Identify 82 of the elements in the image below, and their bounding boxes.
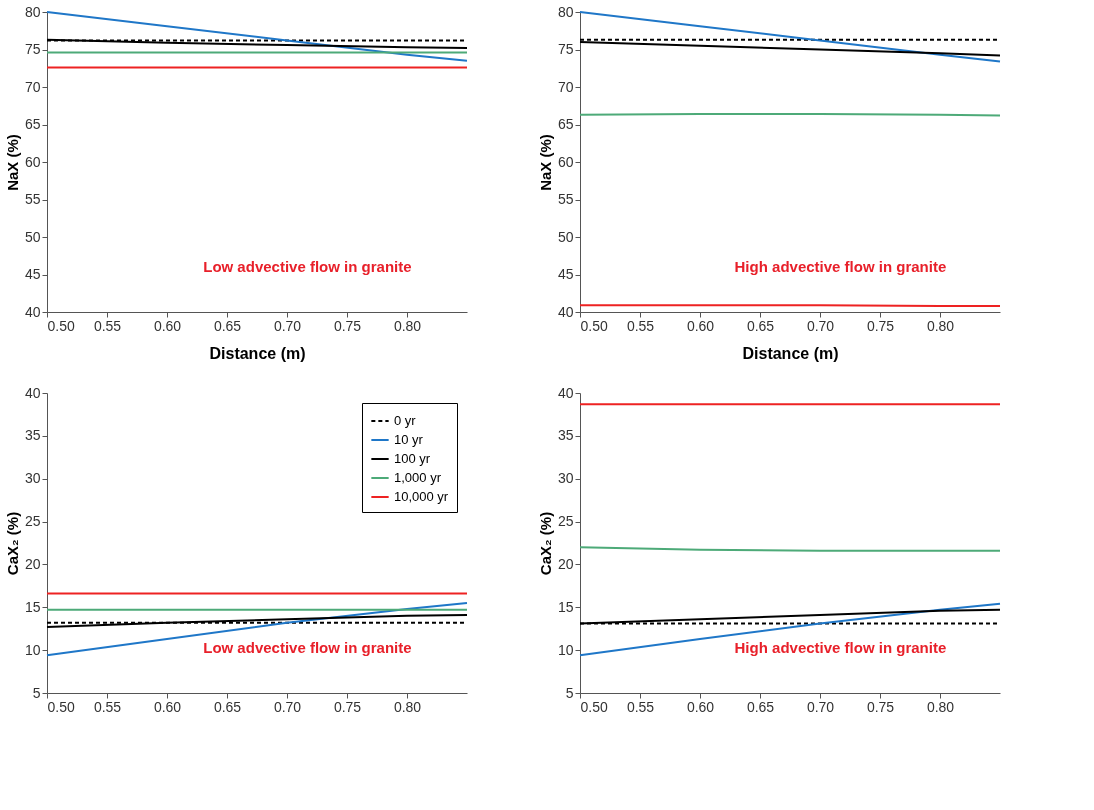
x-tick-label: 0.70	[806, 317, 835, 334]
y-tick-label: 40	[557, 303, 574, 320]
x-tick-label: 0.60	[686, 317, 715, 334]
x-axis-title: Distance (m)	[742, 344, 839, 362]
y-axis-title: CaX₂ (%)	[536, 511, 554, 576]
y-tick-label: 70	[24, 78, 41, 95]
legend-label: 10 yr	[394, 432, 424, 447]
y-tick-label: 35	[557, 427, 574, 444]
x-tick-label: 0.55	[626, 317, 655, 334]
y-axis-title: NaX (%)	[3, 134, 21, 191]
annotation: Low advective flow in granite	[203, 639, 412, 656]
y-axis-title: NaX (%)	[536, 134, 554, 191]
y-tick-label: 60	[24, 153, 41, 170]
y-tick-label: 45	[557, 266, 574, 282]
x-tick-label: 0.55	[93, 317, 122, 334]
x-tick-label: 0.75	[866, 698, 895, 715]
x-tick-label: 0.80	[393, 698, 422, 715]
x-tick-label: 0.55	[626, 698, 655, 715]
x-tick-label: 0.80	[926, 698, 955, 715]
x-tick-label: 0.50	[580, 317, 608, 334]
x-tick-label: 0.70	[806, 698, 835, 715]
legend-label: 100 yr	[394, 451, 431, 466]
y-tick-label: 25	[24, 513, 41, 530]
y-tick-label: 75	[557, 41, 574, 57]
y-axis-title: CaX₂ (%)	[3, 511, 21, 576]
legend-label: 10,000 yr	[394, 489, 449, 504]
x-tick-label: 0.60	[153, 317, 182, 334]
y-tick-label: 55	[24, 191, 41, 207]
x-tick-label: 0.60	[686, 698, 715, 715]
x-tick-label: 0.75	[866, 317, 895, 334]
x-tick-label: 0.50	[580, 698, 608, 715]
y-tick-label: 15	[24, 598, 41, 615]
line-series	[46, 602, 468, 657]
x-tick-label: 0.50	[47, 698, 75, 715]
x-tick-label: 0.50	[47, 317, 75, 334]
y-tick-label: 25	[557, 513, 574, 530]
line-series	[579, 11, 1001, 63]
y-tick-label: 40	[24, 303, 41, 320]
x-tick-label: 0.80	[393, 317, 422, 334]
legend-label: 0 yr	[394, 413, 417, 428]
y-tick-label: 40	[557, 384, 574, 401]
y-tick-label: 10	[557, 641, 574, 658]
x-tick-label: 0.65	[746, 317, 775, 334]
x-tick-label: 0.55	[93, 698, 122, 715]
x-tick-label: 0.60	[153, 698, 182, 715]
x-axis-title: Distance (m)	[209, 344, 306, 362]
x-tick-label: 0.65	[746, 698, 775, 715]
y-tick-label: 75	[24, 41, 41, 57]
y-tick-label: 80	[24, 3, 41, 20]
y-tick-label: 65	[24, 116, 41, 132]
y-tick-label: 60	[557, 153, 574, 170]
y-tick-label: 65	[557, 116, 574, 132]
x-tick-label: 0.65	[213, 698, 242, 715]
y-tick-label: 50	[557, 228, 574, 245]
annotation: High advective flow in granite	[734, 639, 947, 656]
line-series	[46, 614, 468, 628]
x-tick-label: 0.70	[273, 698, 302, 715]
y-tick-label: 40	[24, 384, 41, 401]
line-series	[46, 11, 468, 62]
x-tick-label: 0.65	[213, 317, 242, 334]
y-tick-label: 10	[24, 641, 41, 658]
annotation: High advective flow in granite	[734, 258, 947, 275]
y-tick-label: 30	[557, 470, 574, 487]
y-tick-label: 35	[24, 427, 41, 444]
y-tick-label: 55	[557, 191, 574, 207]
y-tick-label: 80	[557, 3, 574, 20]
y-tick-label: 20	[24, 555, 41, 572]
y-tick-label: 50	[24, 228, 41, 245]
legend-label: 1,000 yr	[394, 470, 442, 485]
x-tick-label: 0.75	[333, 698, 362, 715]
x-tick-label: 0.70	[273, 317, 302, 334]
y-tick-label: 5	[32, 684, 41, 701]
y-tick-label: 5	[565, 684, 574, 701]
x-tick-label: 0.80	[926, 317, 955, 334]
annotation: Low advective flow in granite	[203, 258, 412, 275]
x-tick-label: 0.75	[333, 317, 362, 334]
y-tick-label: 70	[557, 78, 574, 95]
y-tick-label: 15	[557, 598, 574, 615]
y-tick-label: 30	[24, 470, 41, 487]
line-series	[579, 602, 1001, 657]
y-tick-label: 20	[557, 555, 574, 572]
y-tick-label: 45	[24, 266, 41, 282]
